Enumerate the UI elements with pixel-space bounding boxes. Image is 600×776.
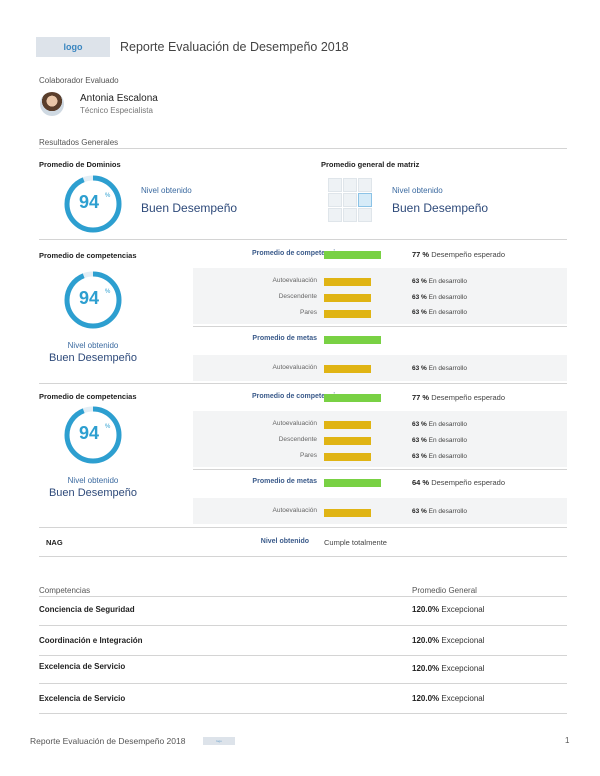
- block2-goal-row1-value: 63 % En desarrollo: [412, 508, 467, 515]
- block2-row2-bar: [324, 437, 371, 445]
- block1-row2-value: 63 % En desarrollo: [412, 294, 467, 301]
- collaborator-section-label: Colaborador Evaluado: [39, 76, 119, 85]
- block1-goal-rows-bg: [193, 355, 567, 381]
- divider: [39, 527, 567, 528]
- block2-gauge-value: 94: [79, 423, 100, 443]
- block1-row1-bar: [324, 278, 371, 286]
- comp-row-name: Excelencia de Servicio: [39, 662, 126, 671]
- divider: [39, 655, 567, 656]
- block1-gauge-value: 94: [79, 288, 100, 308]
- block2-row1-value: 63 % En desarrollo: [412, 421, 467, 428]
- divider: [39, 683, 567, 684]
- block1-goal-row1-bar: [324, 365, 371, 373]
- block2-goal-row1-bar: [324, 509, 371, 517]
- block1-row3-label: Pares: [300, 309, 317, 316]
- block1-gauge: 94 %: [63, 270, 123, 330]
- block2-title: Promedio de competencias: [39, 392, 137, 401]
- domains-gauge: 94 %: [63, 174, 123, 234]
- comp-row-name: Coordinación e Integración: [39, 636, 143, 645]
- block2-level-label: Nivel obtenido: [67, 476, 119, 485]
- domains-title: Promedio de Dominios: [39, 160, 121, 169]
- block2-row1-label: Autoevaluación: [272, 420, 317, 427]
- block2-comp-bar: [324, 394, 381, 402]
- nag-label: NAG: [46, 538, 63, 547]
- block2-level-value: Buen Desempeño: [48, 487, 138, 499]
- matrix-level-value: Buen Desempeño: [392, 201, 489, 215]
- block2-comp-value: 77 % Desempeño esperado: [412, 393, 506, 402]
- domains-gauge-value: 94: [79, 192, 100, 212]
- block1-goal-row1-value: 63 % En desarrollo: [412, 365, 467, 372]
- avatar: [40, 92, 64, 116]
- block1-row2-label: Descendente: [278, 293, 317, 300]
- block1-subrows-bg: [193, 268, 567, 324]
- comp-row-value: 120.0% Excepcional: [412, 664, 485, 673]
- divider: [39, 239, 567, 240]
- block2-goal-row1-label: Autoevaluación: [272, 507, 317, 514]
- block1-row1-label: Autoevaluación: [272, 277, 317, 284]
- page-title: Reporte Evaluación de Desempeño 2018: [120, 40, 349, 54]
- block2-goals-value: 64 % Desempeño esperado: [412, 478, 506, 487]
- page-number: 1: [565, 736, 570, 745]
- block1-comp-bar: [324, 251, 381, 259]
- footer-logo: logo: [203, 737, 235, 745]
- block2-row3-bar: [324, 453, 371, 461]
- comp-row-name: Conciencia de Seguridad: [39, 605, 135, 614]
- block1-row3-value: 63 % En desarrollo: [412, 309, 467, 316]
- block2-row2-value: 63 % En desarrollo: [412, 437, 467, 444]
- comp-col-avg-header: Promedio General: [412, 586, 477, 595]
- block1-goal-row1-label: Autoevaluación: [272, 364, 317, 371]
- footer-title: Reporte Evaluación de Desempeño 2018: [30, 736, 186, 746]
- block1-level-label: Nivel obtenido: [67, 341, 119, 350]
- divider: [193, 326, 567, 327]
- block1-row2-bar: [324, 294, 371, 302]
- block2-subrows-bg: [193, 411, 567, 467]
- divider: [193, 469, 567, 470]
- divider: [39, 596, 567, 597]
- block2-goals-label: Promedio de metas: [252, 478, 317, 485]
- block1-level-value: Buen Desempeño: [48, 352, 138, 364]
- block2-comp-label: Promedio de competencias: [251, 393, 343, 400]
- block2-goal-rows-bg: [193, 498, 567, 524]
- domains-gauge-pct: %: [105, 193, 111, 199]
- comp-row-value: 120.0% Excepcional: [412, 605, 485, 614]
- divider: [39, 383, 567, 384]
- nag-level-label: Nivel obtenido: [260, 538, 309, 545]
- block1-comp-value: 77 % Desempeño esperado: [412, 250, 506, 259]
- block1-gauge-pct: %: [105, 289, 111, 295]
- block2-row3-label: Pares: [300, 452, 317, 459]
- divider: [39, 625, 567, 626]
- comp-col-name-header: Competencias: [39, 586, 91, 595]
- domains-level-value: Buen Desempeño: [141, 201, 238, 215]
- block2-row3-value: 63 % En desarrollo: [412, 453, 467, 460]
- block2-row2-label: Descendente: [278, 436, 317, 443]
- divider: [39, 148, 567, 149]
- block2-gauge: 94 %: [63, 405, 123, 465]
- block2-gauge-pct: %: [105, 424, 111, 430]
- matrix-level-label: Nivel obtenido: [392, 186, 443, 195]
- block1-title: Promedio de competencias: [39, 251, 137, 260]
- block1-comp-label: Promedio de competencias: [251, 250, 343, 257]
- block1-goals-label: Promedio de metas: [252, 335, 317, 342]
- matrix-grid: [328, 178, 372, 222]
- divider: [39, 556, 567, 557]
- results-section-label: Resultados Generales: [39, 138, 119, 147]
- comp-row-value: 120.0% Excepcional: [412, 694, 485, 703]
- block2-goals-bar: [324, 479, 381, 487]
- collaborator-role: Técnico Especialista: [80, 106, 153, 115]
- comp-row-name: Excelencia de Servicio: [39, 694, 126, 703]
- matrix-title: Promedio general de matriz: [321, 160, 420, 169]
- block1-row3-bar: [324, 310, 371, 318]
- logo: logo: [36, 37, 110, 57]
- block1-goals-bar: [324, 336, 381, 344]
- domains-level-label: Nivel obtenido: [141, 186, 192, 195]
- divider: [39, 713, 567, 714]
- nag-level-value: Cumple totalmente: [324, 538, 387, 547]
- block2-row1-bar: [324, 421, 371, 429]
- comp-row-value: 120.0% Excepcional: [412, 636, 485, 645]
- collaborator-name: Antonia Escalona: [80, 93, 158, 104]
- block1-row1-value: 63 % En desarrollo: [412, 278, 467, 285]
